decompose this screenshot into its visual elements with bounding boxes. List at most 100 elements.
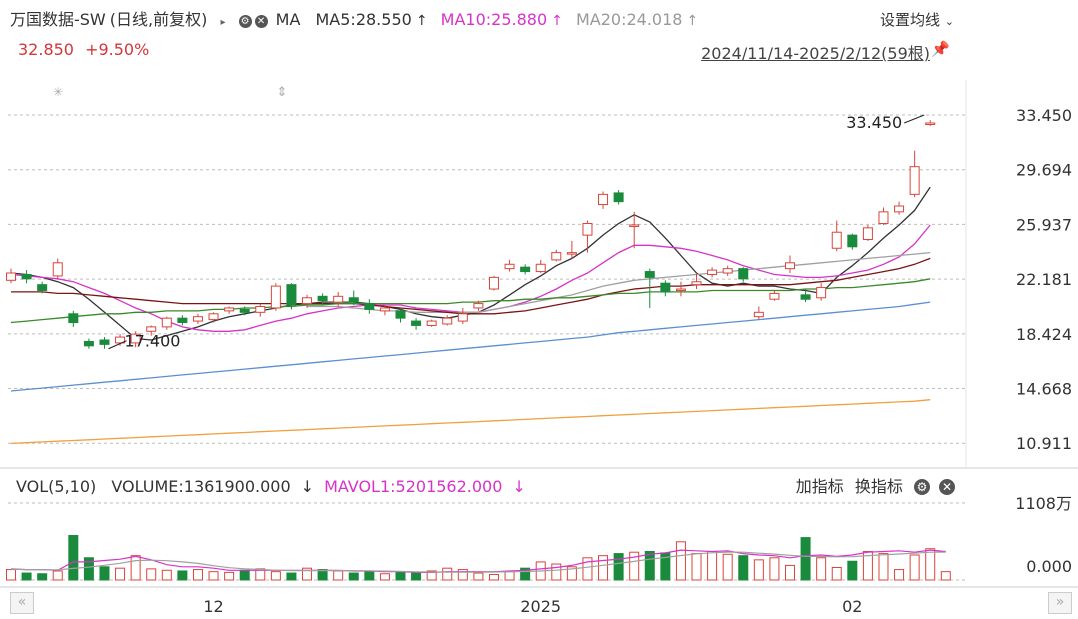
candle-body bbox=[566, 252, 577, 255]
price-line: 32.850 +9.50% bbox=[18, 40, 149, 59]
up-arrow-icon: ↑ bbox=[551, 13, 563, 29]
ma-line bbox=[10, 301, 931, 392]
y-tick-label: 29.694 bbox=[1016, 161, 1072, 180]
ma-line bbox=[11, 257, 931, 315]
candle bbox=[286, 283, 297, 310]
annotation-arrow bbox=[108, 340, 127, 350]
y-tick-label: 25.937 bbox=[1016, 215, 1072, 234]
candle-body bbox=[660, 282, 671, 293]
volume-bar bbox=[909, 554, 920, 581]
candle bbox=[130, 331, 141, 348]
candle-body bbox=[598, 193, 609, 206]
ma-line bbox=[10, 224, 931, 332]
candle bbox=[847, 233, 858, 250]
candle bbox=[442, 315, 453, 326]
candle-body bbox=[379, 307, 390, 312]
candle bbox=[208, 312, 219, 323]
vol-label: VOL(5,10) bbox=[16, 477, 97, 496]
pin-icon[interactable]: 📌 bbox=[931, 40, 950, 58]
candle-body bbox=[239, 308, 250, 313]
volume-bar bbox=[816, 557, 827, 581]
candle-body bbox=[442, 317, 453, 325]
close-icon[interactable]: ✕ bbox=[939, 479, 955, 495]
candle bbox=[785, 255, 795, 274]
candle bbox=[800, 289, 811, 303]
candle bbox=[535, 259, 546, 274]
volume-bar bbox=[785, 564, 795, 581]
candle-body bbox=[909, 166, 920, 195]
candle-body bbox=[629, 224, 640, 227]
volume-bar bbox=[566, 566, 577, 581]
candle bbox=[395, 309, 406, 323]
volume-bar bbox=[239, 569, 250, 581]
y-tick-label: 18.424 bbox=[1016, 325, 1072, 344]
candle bbox=[239, 306, 250, 316]
candle-body bbox=[675, 288, 686, 292]
candle bbox=[707, 267, 718, 278]
y-tick-label: 33.450 bbox=[1016, 106, 1072, 125]
volume-bar bbox=[769, 557, 780, 581]
volume-bar bbox=[177, 570, 188, 581]
candle bbox=[738, 267, 749, 282]
volume-bar bbox=[395, 571, 406, 581]
candle bbox=[52, 258, 63, 279]
ma-settings-button[interactable]: 设置均线 ⌄ bbox=[880, 8, 954, 34]
candle-body bbox=[270, 285, 281, 309]
date-range[interactable]: 2024/11/14-2025/2/12(59根) bbox=[701, 44, 930, 63]
gear-icon[interactable]: ⚙ bbox=[238, 15, 252, 28]
candle-body bbox=[535, 263, 546, 273]
candle-body bbox=[146, 326, 157, 332]
candle-body bbox=[37, 284, 48, 291]
ma-label: MA bbox=[275, 10, 301, 29]
y-tick-label: 10.911 bbox=[1016, 434, 1072, 453]
candle-body bbox=[348, 297, 359, 303]
volume-bar bbox=[68, 535, 79, 581]
candle-body bbox=[333, 295, 344, 303]
candle bbox=[722, 265, 733, 276]
scroll-left-button[interactable]: « bbox=[10, 592, 34, 614]
x-tick-label: 2025 bbox=[520, 597, 561, 616]
gear-icon[interactable]: ⚙ bbox=[914, 479, 930, 495]
close-icon[interactable]: ✕ bbox=[254, 15, 268, 28]
candle-body bbox=[6, 272, 16, 281]
volume-bar bbox=[691, 553, 702, 581]
candle bbox=[925, 120, 936, 126]
switch-indicator-button[interactable]: 换指标 bbox=[854, 477, 903, 496]
candle bbox=[660, 280, 671, 297]
volume-bar bbox=[738, 555, 749, 581]
chevron-down-icon: ⌄ bbox=[944, 15, 954, 28]
candle-body bbox=[286, 284, 297, 306]
volume-bar bbox=[707, 551, 718, 581]
candle-body bbox=[255, 306, 266, 313]
expand-triangle-icon[interactable]: ▸ bbox=[220, 17, 226, 28]
down-arrow-icon: ↓ bbox=[512, 477, 526, 496]
candle bbox=[255, 303, 266, 317]
candle bbox=[302, 294, 313, 308]
add-indicator-button[interactable]: 加指标 bbox=[795, 477, 844, 496]
candle-body bbox=[769, 292, 780, 300]
candle bbox=[909, 150, 920, 198]
volume-bar bbox=[598, 555, 609, 581]
candle-body bbox=[800, 294, 811, 300]
candle bbox=[317, 293, 328, 306]
x-tick-label: 12 bbox=[203, 597, 223, 616]
volume-bar bbox=[753, 559, 764, 581]
candle bbox=[582, 220, 593, 253]
volume-bar bbox=[878, 553, 889, 581]
candle bbox=[146, 325, 157, 336]
candle-body bbox=[785, 262, 795, 270]
candle-body bbox=[177, 317, 188, 324]
scroll-right-button[interactable]: » bbox=[1048, 592, 1072, 614]
candle bbox=[816, 283, 827, 301]
candle-body bbox=[224, 307, 235, 312]
candle bbox=[192, 313, 203, 324]
chart-period: (日线,前复权) bbox=[109, 10, 208, 29]
down-arrow-icon: ↓ bbox=[300, 477, 315, 496]
candle bbox=[504, 259, 515, 272]
candle bbox=[270, 283, 281, 311]
volume-bar bbox=[115, 567, 126, 581]
volume-bar bbox=[504, 571, 515, 581]
candle-body bbox=[317, 295, 328, 302]
volume-bar bbox=[582, 557, 593, 581]
